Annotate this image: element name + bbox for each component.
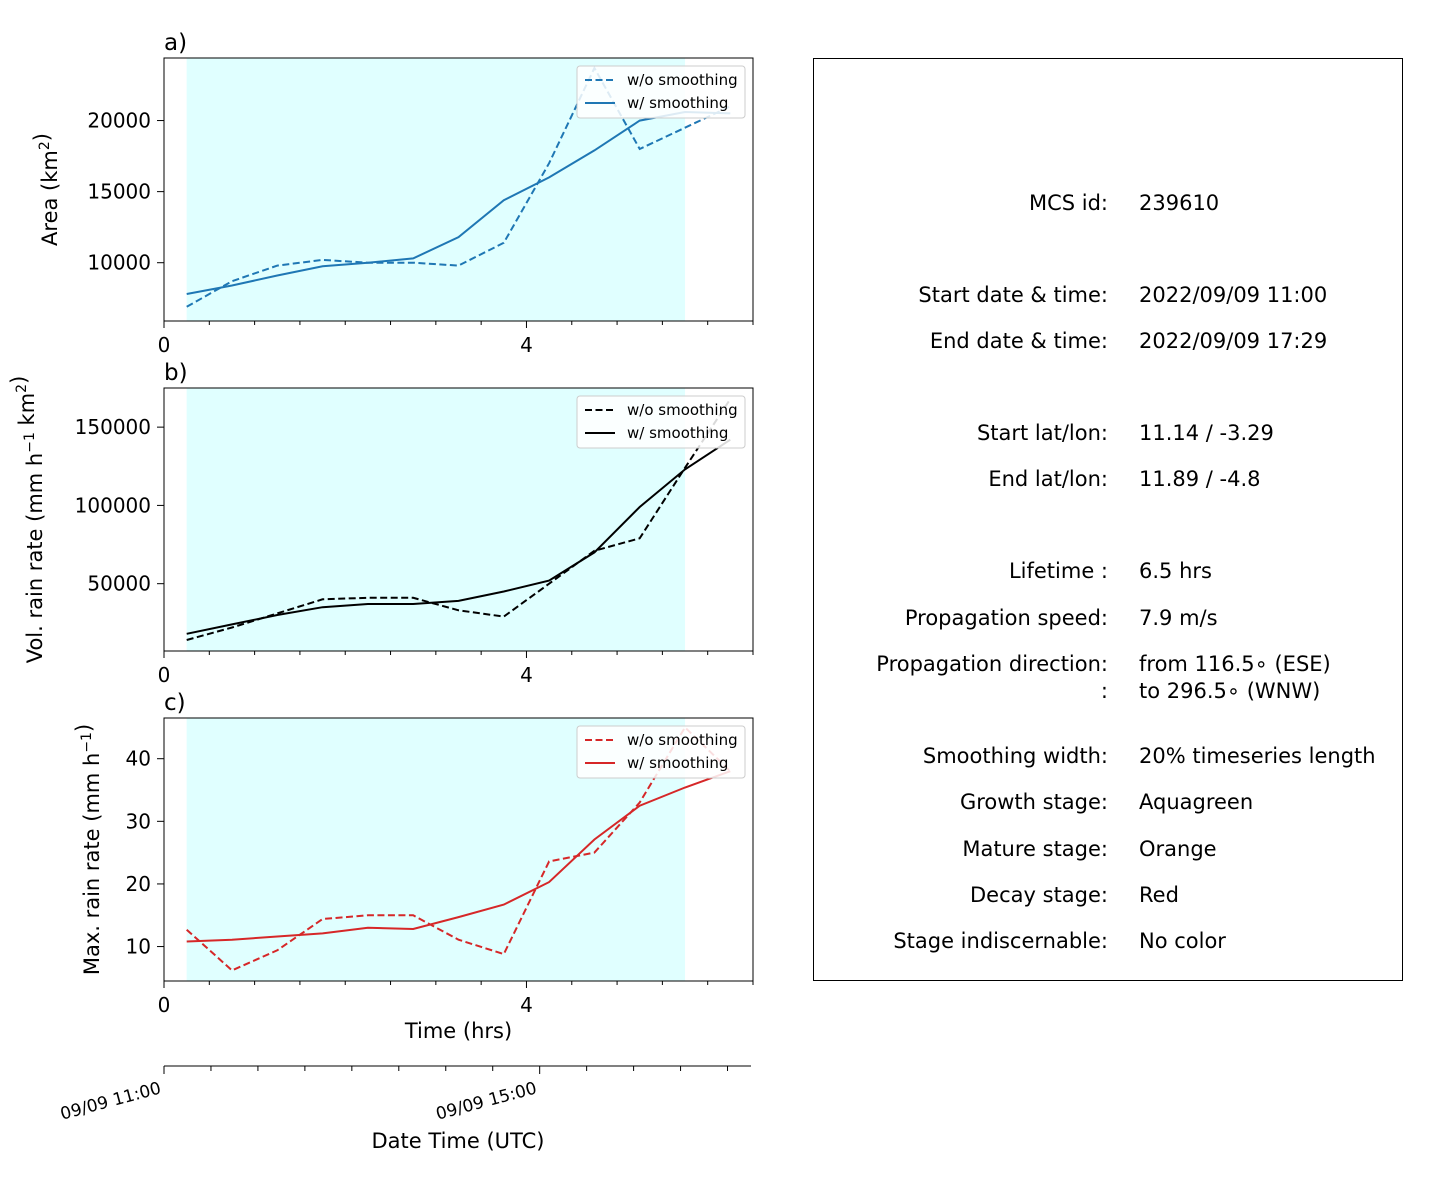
- info-value: to 296.5∘ (WNW): [1139, 679, 1321, 703]
- info-value: 2022/09/09 17:29: [1139, 329, 1328, 353]
- y-tick-label: 10: [126, 935, 151, 959]
- info-value: No color: [1139, 929, 1226, 953]
- y-axis-label: Max. rain rate (mm h−1): [72, 724, 104, 975]
- y-tick-label: 40: [126, 747, 151, 771]
- legend-entry: w/ smoothing: [627, 754, 728, 772]
- series-line-with-smoothing: [186, 110, 731, 295]
- legend-entry: w/ smoothing: [627, 94, 728, 112]
- info-row-end-time: End date & time: 2022/09/09 17:29: [814, 328, 1404, 354]
- panel-label: c): [164, 690, 186, 716]
- info-row-end-latlon: End lat/lon: 11.89 / -4.8: [814, 466, 1404, 492]
- info-label: Stage indiscernable:: [893, 929, 1108, 953]
- panel-label: b): [164, 360, 188, 386]
- info-label: End date & time:: [929, 329, 1108, 353]
- axes-frame: [163, 57, 754, 322]
- datetime-axis: 09/09 11:00 09/09 15:00 Date Time (UTC): [58, 1065, 751, 1153]
- legend-entry: w/o smoothing: [627, 401, 738, 419]
- y-tick-label: 30: [126, 809, 151, 833]
- info-value: 2022/09/09 11:00: [1139, 283, 1328, 307]
- info-value: 11.14 / -3.29: [1139, 421, 1274, 445]
- x-tick-label: 0: [158, 333, 171, 357]
- info-row-mature-stage: Mature stage: Orange: [814, 836, 1404, 862]
- info-row-mcs-id: MCS id: 239610: [814, 190, 1404, 216]
- y-tick-label: 10000: [87, 251, 151, 275]
- panel-a: 0 4 10000 15000 20000 Area (km2) a) w/o smoothi…: [30, 30, 754, 357]
- info-label: :: [1100, 679, 1108, 703]
- info-value: 11.89 / -4.8: [1139, 467, 1261, 491]
- info-label: Decay stage:: [970, 883, 1108, 907]
- info-label: Start date & time:: [918, 283, 1108, 307]
- x-axis-label: Time (hrs): [404, 1019, 512, 1043]
- info-label: Smoothing width:: [922, 744, 1108, 768]
- info-label: Growth stage:: [959, 790, 1108, 814]
- info-value: 6.5 hrs: [1139, 559, 1212, 583]
- datetime-tick-label: 09/09 15:00: [434, 1079, 539, 1125]
- x-tick-label: 0: [158, 993, 171, 1017]
- info-label: Mature stage:: [962, 837, 1108, 861]
- series-line-with-smoothing: [186, 438, 731, 635]
- info-value: Orange: [1139, 837, 1217, 861]
- info-row-propagation-speed: Propagation speed: 7.9 m/s: [814, 605, 1404, 631]
- info-label: Propagation speed:: [904, 606, 1108, 630]
- info-row-stage-indiscernable: Stage indiscernable: No color: [814, 928, 1404, 954]
- info-label: End lat/lon:: [988, 467, 1108, 491]
- y-tick-label: 50000: [87, 572, 151, 596]
- info-value: Red: [1139, 883, 1179, 907]
- info-row-start-time: Start date & time: 2022/09/09 11:00: [814, 282, 1404, 308]
- y-axis-label: Vol. rain rate (mm h−1 km2): [7, 376, 47, 664]
- info-value: from 116.5∘ (ESE): [1139, 652, 1331, 676]
- info-row-growth-stage: Growth stage: Aquagreen: [814, 789, 1404, 815]
- axes-frame: [163, 717, 754, 982]
- info-value: Aquagreen: [1139, 790, 1254, 814]
- x-tick-label: 4: [520, 663, 533, 687]
- info-value: 239610: [1139, 191, 1220, 215]
- y-tick-label: 100000: [75, 493, 151, 517]
- info-label: Lifetime :: [1008, 559, 1108, 583]
- x-tick-label: 4: [520, 333, 533, 357]
- legend-box: [576, 395, 746, 449]
- legend-box: [576, 725, 746, 779]
- info-label: Start lat/lon:: [976, 421, 1108, 445]
- x-tick-label: 4: [520, 993, 533, 1017]
- legend-entry: w/o smoothing: [627, 731, 738, 749]
- legend: w/o smoothing w/ smoothing: [576, 395, 746, 449]
- y-tick-label: 20000: [87, 109, 151, 133]
- legend: w/o smoothing w/ smoothing: [576, 65, 746, 119]
- info-row-propagation-direction-to: : to 296.5∘ (WNW): [814, 678, 1404, 704]
- legend: w/o smoothing w/ smoothing: [576, 725, 746, 779]
- info-row-decay-stage: Decay stage: Red: [814, 882, 1404, 908]
- panel-c: 0 4 10 20 30 40 Max. rain rate (mm h−1) c) Time …: [72, 690, 754, 1043]
- series-line-without-smoothing: [186, 65, 731, 308]
- panel-b: 0 4 50000 100000 150000 Vol. rain rate (mm h−…: [7, 360, 754, 687]
- info-label: MCS id:: [1028, 191, 1108, 215]
- axes-frame: [163, 387, 754, 652]
- series-line-without-smoothing: [186, 398, 732, 641]
- y-tick-label: 20: [126, 872, 151, 896]
- info-value: 20% timeseries length: [1139, 744, 1376, 768]
- legend-entry: w/o smoothing: [627, 71, 738, 89]
- info-label: Propagation direction:: [876, 652, 1108, 676]
- legend-box: [576, 65, 746, 119]
- datetime-tick-label: 09/09 11:00: [58, 1079, 163, 1125]
- y-tick-label: 15000: [87, 180, 151, 204]
- info-row-start-latlon: Start lat/lon: 11.14 / -3.29: [814, 420, 1404, 446]
- y-axis-label: Area (km2): [30, 133, 62, 246]
- series-line-with-smoothing: [186, 770, 731, 943]
- info-row-smoothing-width: Smoothing width: 20% timeseries length: [814, 743, 1404, 769]
- info-row-lifetime: Lifetime : 6.5 hrs: [814, 558, 1404, 584]
- series-line-without-smoothing: [186, 725, 731, 972]
- y-tick-label: 150000: [75, 415, 151, 439]
- datetime-axis-label: Date Time (UTC): [372, 1129, 545, 1153]
- panel-label: a): [164, 30, 187, 56]
- info-panel: MCS id: 239610 Start date & time: 2022/0…: [813, 58, 1403, 981]
- info-value: 7.9 m/s: [1139, 606, 1218, 630]
- x-tick-label: 0: [158, 663, 171, 687]
- info-row-propagation-direction: Propagation direction: from 116.5∘ (ESE): [814, 651, 1404, 677]
- legend-entry: w/ smoothing: [627, 424, 728, 442]
